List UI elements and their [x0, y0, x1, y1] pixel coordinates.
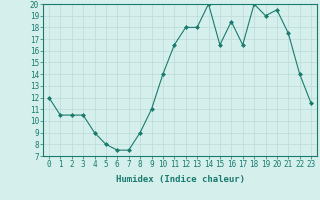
X-axis label: Humidex (Indice chaleur): Humidex (Indice chaleur)	[116, 175, 244, 184]
